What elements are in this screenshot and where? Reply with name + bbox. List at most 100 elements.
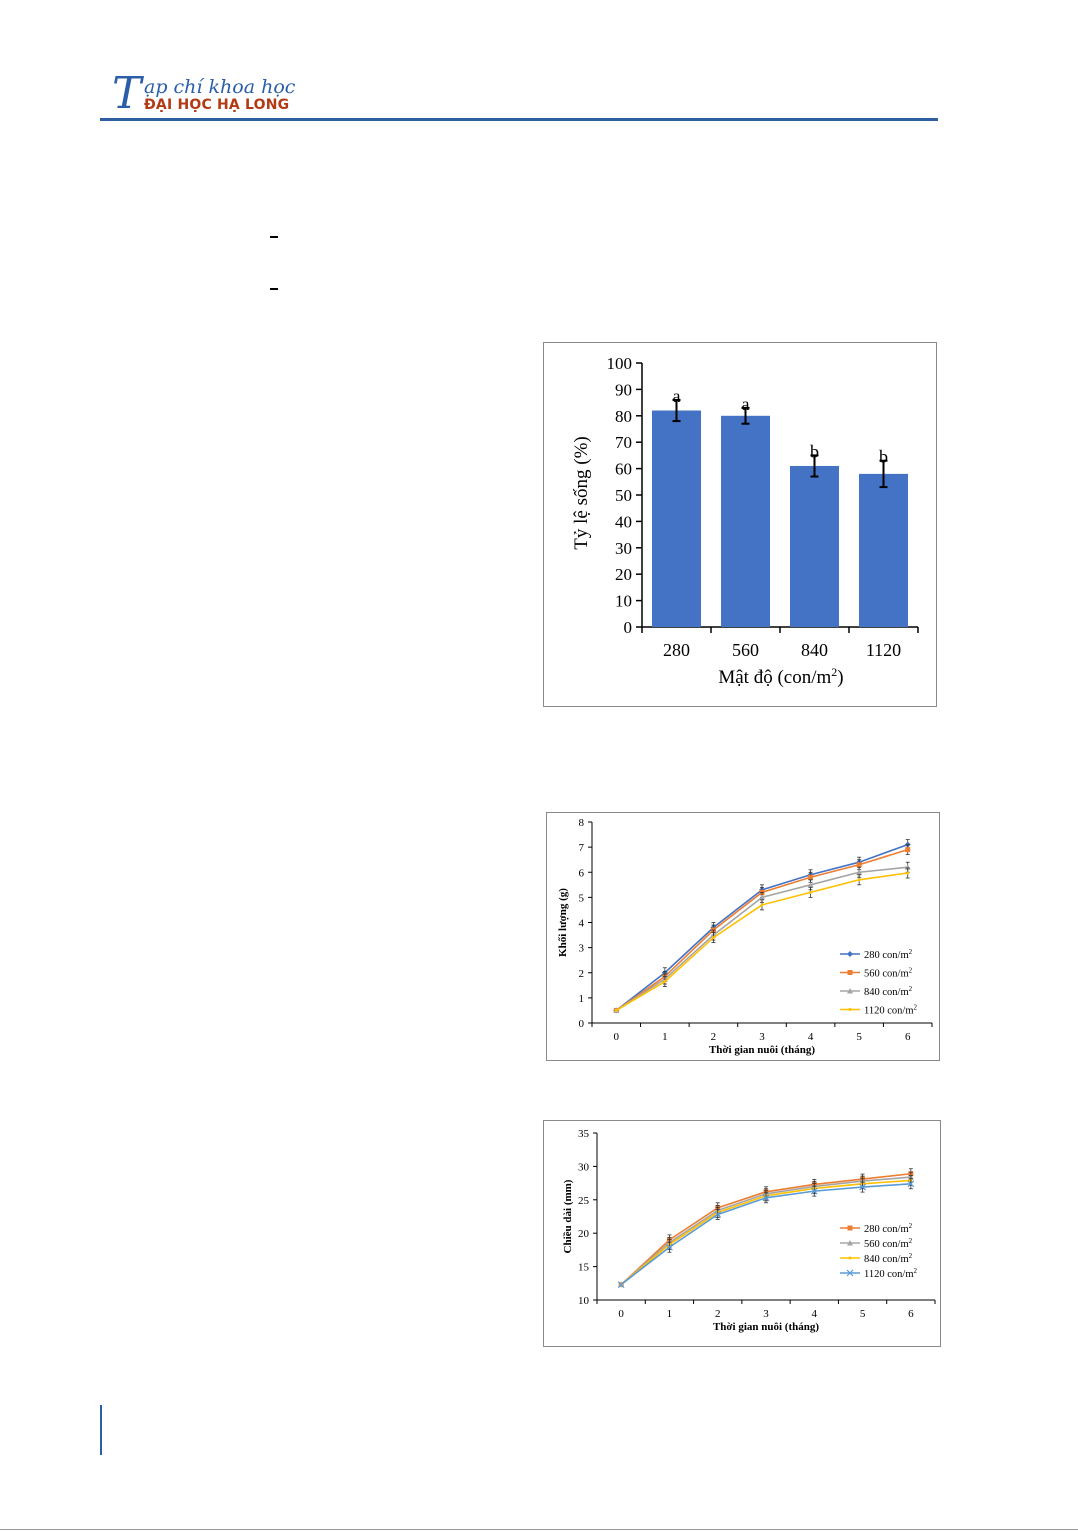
data-point [856, 862, 862, 868]
data-point [848, 1008, 852, 1011]
footer-rule [100, 1405, 102, 1455]
y-tick-label: 4 [579, 918, 585, 930]
y-tick-label: 35 [578, 1128, 590, 1140]
y-tick-label: 70 [615, 433, 632, 452]
data-point [857, 878, 861, 882]
data-point [906, 871, 910, 875]
legend-label: 840 con/m [864, 1254, 909, 1265]
y-tick-label: 60 [615, 460, 632, 479]
legend-label: 560 con/m [864, 1239, 909, 1250]
y-tick-label: 100 [607, 354, 633, 373]
journal-subtitle: ĐẠI HỌC HẠ LONG [144, 97, 290, 113]
significance-label: b [879, 447, 888, 467]
x-tick-label: 6 [908, 1308, 914, 1320]
y-tick-label: 8 [579, 817, 585, 829]
x-axis-label: Thời gian nuôi (tháng) [709, 1044, 815, 1056]
y-tick-label: 30 [615, 539, 632, 558]
x-tick-label: 280 [663, 640, 690, 660]
logo-letter: T [112, 68, 142, 119]
legend-label: 280 con/m [864, 1224, 909, 1235]
data-point [760, 903, 764, 907]
data-point [666, 1243, 673, 1251]
y-tick-label: 40 [615, 512, 632, 531]
legend-superscript: 2 [909, 1222, 913, 1230]
x-tick-label: 560 [732, 640, 759, 660]
x-tick-label: 0 [614, 1031, 620, 1043]
data-point [711, 936, 715, 940]
x-tick-label: 1 [662, 1031, 668, 1043]
data-point [847, 1225, 853, 1231]
x-tick-label: 6 [905, 1031, 911, 1043]
data-point [847, 988, 853, 994]
data-point [759, 894, 765, 900]
y-tick-label: 2 [579, 968, 585, 980]
data-point [846, 1269, 854, 1277]
legend-label: 1120 con/m [864, 1269, 913, 1280]
bar-560 [721, 415, 770, 627]
data-point [614, 1008, 618, 1012]
legend-entry: 280 con/m2 [864, 1222, 913, 1235]
y-axis-label: Tỷ lệ sống (%) [571, 436, 592, 549]
x-tick-label: 5 [856, 1031, 862, 1043]
length-figure: 10 15 20 25 30 35 0 1 2 3 4 5 6 Thời gian nuôi (tháng… [543, 1120, 941, 1347]
bar-840 [790, 465, 839, 627]
legend-superscript: 2 [909, 1252, 913, 1260]
y-axis-label: Khối lượng (g) [557, 888, 569, 957]
legend-entry: 560 con/m2 [864, 967, 913, 980]
y-tick-label: 80 [615, 407, 632, 426]
x-axis-label-superscript: 2 [831, 665, 837, 679]
significance-label: a [742, 394, 750, 414]
x-tick-label: 0 [618, 1308, 624, 1320]
y-tick-label: 25 [578, 1195, 590, 1207]
data-point [617, 1281, 625, 1289]
legend-entry: 840 con/m2 [864, 1252, 913, 1265]
bar-1120 [859, 473, 908, 627]
legend-superscript: 2 [909, 985, 913, 993]
legend-superscript: 2 [909, 967, 913, 975]
journal-title: ạp chí khoa học [144, 76, 296, 98]
legend-label: 280 con/m [864, 950, 909, 961]
x-axis-label: Mật độ (con/m2) [718, 665, 843, 688]
y-tick-label: 0 [624, 618, 633, 637]
y-tick-label: 10 [578, 1295, 590, 1307]
y-tick-label: 7 [579, 842, 585, 854]
y-tick-label: 20 [615, 565, 632, 584]
legend-entry: 1120 con/m2 [864, 1267, 917, 1280]
data-point [847, 951, 853, 957]
survival-bar-chart: 0 10 20 30 40 50 60 70 80 90 100 a 280 a 560 b 840 b 1120 M… [571, 354, 919, 688]
dash-mark [270, 236, 278, 238]
data-point [808, 874, 814, 880]
y-tick-label: 10 [615, 592, 632, 611]
x-axis-label-text: Mật độ (con/m [718, 667, 831, 688]
data-point [807, 881, 814, 888]
survival-figure: 0 10 20 30 40 50 60 70 80 90 100 a 280 a 560 b 840 b 1120 M… [543, 342, 937, 707]
x-tick-label: 2 [711, 1031, 717, 1043]
y-tick-label: 5 [579, 892, 585, 904]
data-point [856, 869, 863, 875]
legend-label: 840 con/m [864, 987, 909, 998]
x-tick-label: 3 [763, 1308, 769, 1320]
length-line-chart: 10 15 20 25 30 35 0 1 2 3 4 5 6 Thời gian nuôi (tháng… [562, 1128, 936, 1333]
y-tick-label: 30 [578, 1161, 590, 1173]
x-tick-label: 1 [667, 1308, 673, 1320]
legend-entry: 1120 con/m2 [864, 1004, 917, 1017]
y-tick-label: 1 [579, 993, 585, 1005]
x-tick-label: 840 [801, 640, 828, 660]
data-point [905, 847, 911, 853]
y-tick-label: 50 [615, 486, 632, 505]
weight-line-chart: 0 1 2 3 4 5 6 7 8 0 1 2 3 4 5 6 Thời gian nuôi (tháng) Kh… [557, 817, 933, 1056]
legend-superscript: 2 [913, 1004, 917, 1012]
data-point [847, 970, 853, 975]
series-line [615, 843, 908, 1012]
data-point [859, 1183, 866, 1191]
x-tick-label: 3 [759, 1031, 765, 1043]
legend-entry: 280 con/m2 [864, 948, 913, 961]
x-tick-label: 2 [715, 1308, 721, 1320]
y-tick-label: 20 [578, 1228, 590, 1240]
legend-superscript: 2 [909, 1237, 913, 1245]
legend-entry: 840 con/m2 [864, 985, 913, 998]
weight-figure: 0 1 2 3 4 5 6 7 8 0 1 2 3 4 5 6 Thời gian nuôi (tháng) Kh… [546, 812, 940, 1061]
x-tick-label: 5 [860, 1308, 866, 1320]
y-tick-label: 15 [578, 1262, 590, 1274]
y-tick-label: 3 [579, 943, 585, 955]
